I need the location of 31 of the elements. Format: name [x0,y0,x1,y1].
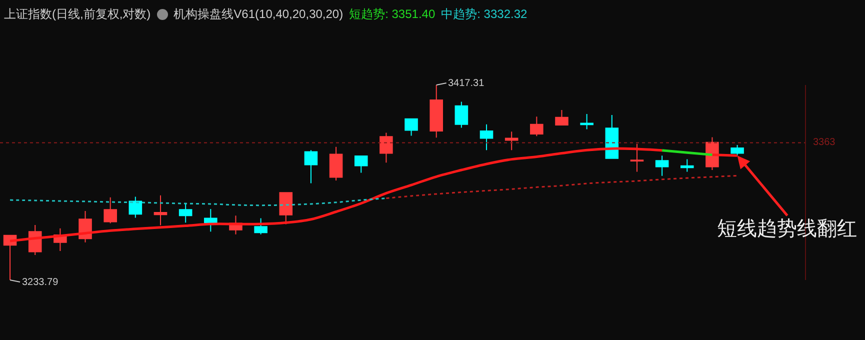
candlestick [204,208,218,232]
candlestick [504,131,518,151]
candlestick [730,144,744,156]
candlestick [380,132,393,164]
candlestick [555,109,568,126]
candlestick [655,155,669,176]
candlestick [430,85,443,138]
candlestick [680,158,694,172]
candlestick [404,118,418,136]
chart-title: 上证指数(日线,前复权,对数) [4,6,151,23]
candlestick [354,155,368,174]
candlestick [128,196,142,218]
annotation: 3417.31 [448,78,485,89]
annotation: 3233.79 [22,277,59,288]
annotation: 短线趋势线翻红 [717,218,857,240]
candlestick [605,114,619,159]
candlestick [329,146,343,182]
candlestick [178,202,192,224]
text: 短趋势: 3351.40 [349,6,436,23]
candlestick [580,114,594,130]
chart-subtitle: 机构操盘线V61(10,40,20,30,20) [174,6,344,23]
candlestick [304,150,318,184]
candlestick [530,116,544,137]
candlestick [630,143,644,172]
text: 3363 [813,137,836,148]
text: 中趋势: 3332.32 [441,6,528,23]
candlestick [454,101,468,128]
candlestick [3,234,17,280]
candlestick [480,124,494,151]
candlestick [154,194,168,226]
candlestick [104,196,117,224]
